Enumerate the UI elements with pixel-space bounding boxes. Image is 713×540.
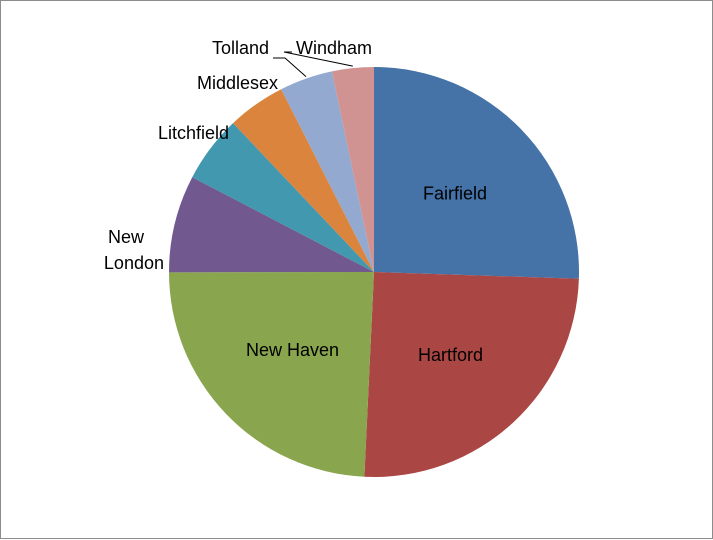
slice-new-haven[interactable]	[169, 272, 374, 477]
label-fairfield: Fairfield	[423, 184, 487, 204]
label-hartford: Hartford	[418, 345, 483, 365]
label-middlesex: Middlesex	[197, 73, 278, 93]
label-tolland: Tolland	[212, 38, 269, 58]
label-litchfield: Litchfield	[158, 123, 229, 143]
label-windham: Windham	[296, 38, 372, 58]
label-new-haven: New Haven	[246, 340, 339, 360]
slice-hartford[interactable]	[364, 272, 579, 477]
pie-slices	[169, 67, 579, 477]
slice-fairfield[interactable]	[374, 67, 579, 279]
label-new-london: New London	[104, 227, 164, 273]
